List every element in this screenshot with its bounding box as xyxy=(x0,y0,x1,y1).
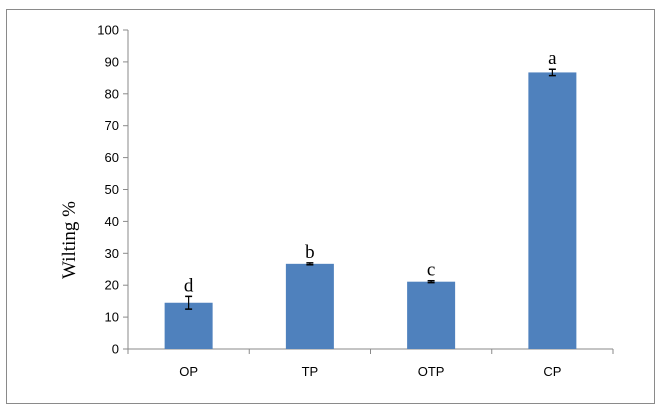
y-tick-label: 40 xyxy=(105,214,119,229)
y-tick-label: 100 xyxy=(97,23,119,38)
significance-label: b xyxy=(305,242,315,263)
bar-chart: Wilting % 0 10 20 30 40 50 60 70 80 90 100 OP TP OTP C… xyxy=(59,23,614,379)
error-bar xyxy=(427,279,435,284)
significance-label: d xyxy=(184,275,194,296)
y-tick-label: 30 xyxy=(105,246,119,261)
error-bar xyxy=(548,68,556,77)
axes: 0 10 20 30 40 50 60 70 80 90 100 OP TP OTP CP xyxy=(97,23,614,379)
x-tick-label: OTP xyxy=(418,364,445,379)
y-tick-label: 70 xyxy=(105,118,119,133)
y-tick-label: 60 xyxy=(105,150,119,165)
bars: d b c a xyxy=(164,48,577,349)
x-tick-label: CP xyxy=(543,364,561,379)
y-tick-label: 50 xyxy=(105,182,119,197)
x-tick-label: OP xyxy=(179,364,198,379)
y-tick-label: 0 xyxy=(112,342,119,357)
bar-tp xyxy=(285,263,334,349)
bar-cp xyxy=(528,72,577,349)
x-tick-label: TP xyxy=(302,364,319,379)
y-axis-title: Wilting % xyxy=(59,201,80,279)
significance-label: a xyxy=(548,48,557,69)
y-tick-label: 90 xyxy=(105,54,119,69)
error-bar xyxy=(185,295,193,310)
significance-label: c xyxy=(427,260,435,281)
bar-op xyxy=(164,302,213,349)
y-tick-label: 80 xyxy=(105,86,119,101)
y-tick-label: 20 xyxy=(105,278,119,293)
y-tick-label: 10 xyxy=(105,310,119,325)
chart-frame: Wilting % 0 10 20 30 40 50 60 70 80 90 100 OP TP OTP C… xyxy=(6,9,655,404)
error-bar xyxy=(306,262,314,266)
bar-otp xyxy=(407,281,456,349)
